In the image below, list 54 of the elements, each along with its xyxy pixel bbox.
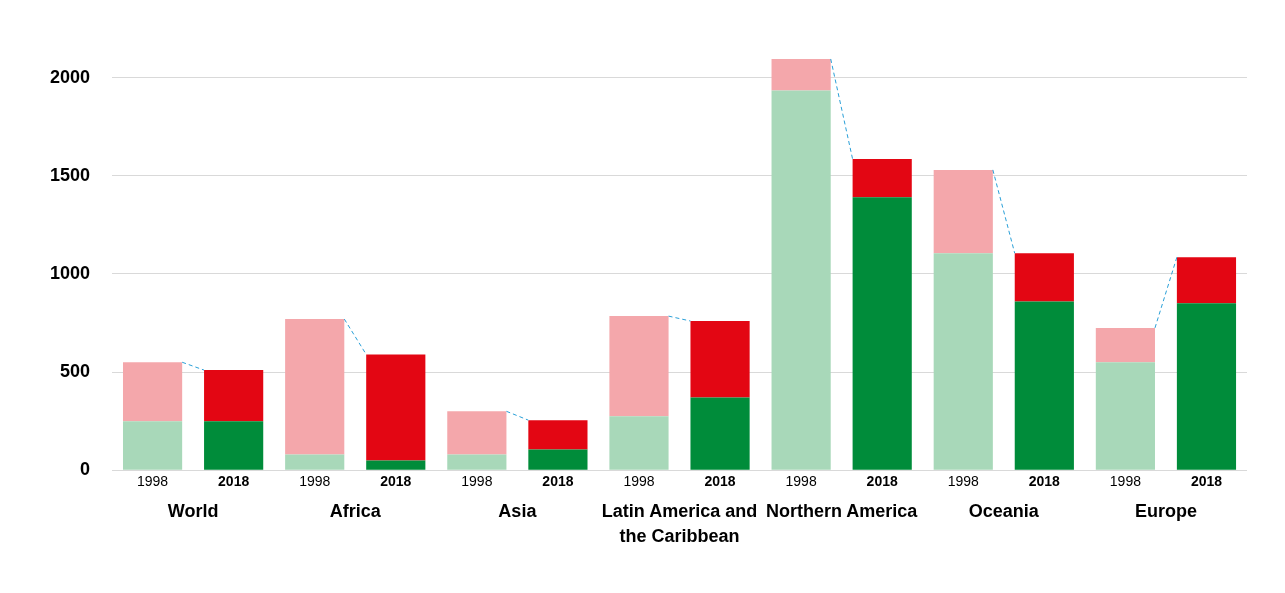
- x-tick-label: 2018: [218, 473, 250, 490]
- y-tick-label: 0: [80, 459, 91, 480]
- bar: [1095, 362, 1155, 470]
- bar: [528, 449, 588, 470]
- y-tick-label: 1500: [50, 164, 91, 185]
- bar: [690, 397, 750, 470]
- text: Oceania: [968, 500, 1040, 521]
- bar: [204, 370, 264, 422]
- x-tick-label: 1998: [785, 473, 817, 490]
- bar: [1014, 253, 1074, 302]
- bar: [933, 253, 993, 470]
- bar: [122, 421, 183, 470]
- bar: [447, 411, 507, 455]
- x-tick-label: 2018: [704, 473, 736, 490]
- bar: [285, 319, 345, 455]
- bar: [1014, 301, 1074, 470]
- x-tick-label: 2018: [866, 473, 898, 490]
- bar: [690, 321, 750, 398]
- x-tick-label: 1998: [137, 473, 169, 490]
- y-tick-label: 500: [60, 361, 91, 382]
- x-tick-label: 2018: [542, 473, 574, 490]
- bar: [609, 416, 669, 470]
- text: Northern America: [765, 500, 919, 521]
- bar: [1095, 327, 1155, 363]
- bar: [771, 58, 831, 91]
- bar: [1176, 257, 1237, 304]
- bar: [204, 421, 264, 470]
- text: Latin America and the Caribbean: [601, 500, 758, 546]
- text: World: [167, 500, 219, 521]
- x-tick-label: 1998: [623, 473, 655, 490]
- bar: [285, 454, 345, 470]
- bar: [933, 169, 993, 254]
- bar: [366, 460, 426, 470]
- bar: [122, 362, 183, 422]
- x-tick-label: 1998: [1109, 473, 1142, 490]
- bar: [1176, 303, 1237, 470]
- text: Africa: [329, 500, 382, 521]
- text: Europe: [1134, 500, 1197, 521]
- y-tick-label: 1000: [50, 262, 91, 283]
- x-tick-label: 2018: [1028, 473, 1061, 490]
- bar: [609, 316, 669, 417]
- x-tick-label: 2018: [1190, 473, 1223, 490]
- x-tick-label: 1998: [461, 473, 493, 490]
- x-tick-label: 1998: [299, 473, 331, 490]
- text: Asia: [498, 500, 538, 521]
- bar: [852, 197, 912, 470]
- x-tick-label: 2018: [380, 473, 412, 490]
- y-tick-label: 2000: [50, 66, 91, 87]
- bar: [528, 420, 588, 450]
- bar: [771, 90, 831, 470]
- x-tick-label: 1998: [947, 473, 980, 490]
- bar: [366, 354, 426, 461]
- bar: [852, 159, 912, 198]
- bar: [447, 454, 507, 470]
